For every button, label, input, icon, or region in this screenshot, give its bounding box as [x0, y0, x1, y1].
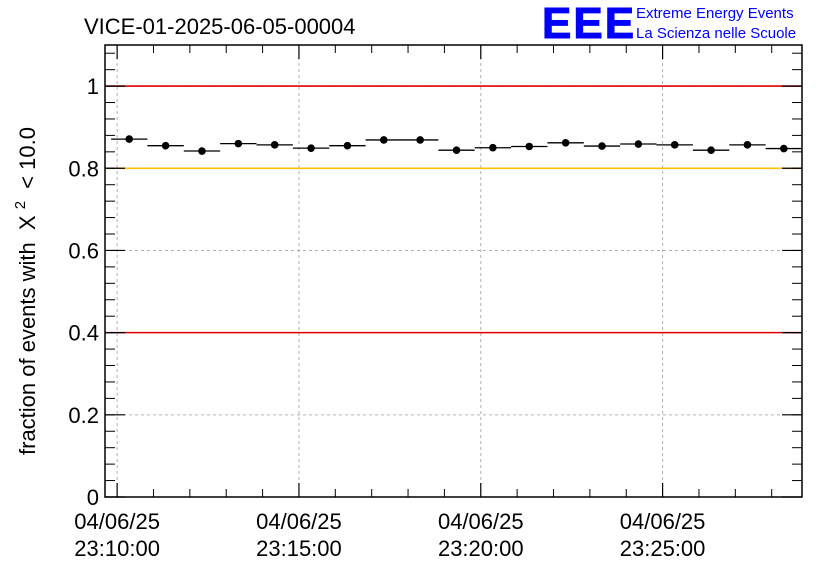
y-tick-label: 0.4: [68, 321, 99, 346]
grid: [105, 45, 802, 497]
y-tick-label: 0.8: [68, 156, 99, 181]
x-tick-label-date: 04/06/25: [256, 509, 342, 534]
axes: 00.20.40.60.8104/06/2523:10:0004/06/2523…: [68, 45, 802, 561]
data-point: [780, 144, 788, 153]
y-axis-label-symbol: X: [15, 215, 40, 230]
data-point: [452, 146, 461, 154]
data-point: [234, 139, 243, 148]
data-point: [161, 141, 170, 150]
data-point: [670, 141, 679, 149]
y-tick-label: 0.6: [68, 238, 99, 263]
data-point: [380, 136, 388, 144]
x-tick-label-time: 23:20:00: [438, 536, 524, 561]
x-tick-label-date: 04/06/25: [74, 509, 160, 534]
data-point: [307, 144, 315, 152]
data-point: [634, 140, 643, 148]
y-axis-label: fraction of events with X 2 < 10.0: [5, 127, 40, 455]
y-tick-label: 0.2: [68, 403, 99, 428]
logo-line-2: La Scienza nelle Scuole: [636, 25, 796, 42]
y-tick-label: 0: [87, 485, 99, 510]
y-axis-label-text: fraction of events with: [15, 242, 40, 455]
data-point: [598, 142, 606, 150]
data-point: [416, 136, 424, 144]
x-tick-label-date: 04/06/25: [438, 509, 524, 534]
y-tick-label: 1: [87, 74, 99, 99]
reference-lines: [105, 85, 802, 334]
data-point: [489, 143, 497, 152]
data-point: [561, 138, 570, 147]
x-tick-label-date: 04/06/25: [620, 509, 706, 534]
x-tick-label-time: 23:25:00: [620, 536, 706, 561]
plot-frame: [104, 44, 803, 498]
chart-title: VICE-01-2025-06-05-00004: [84, 14, 356, 39]
data-point: [270, 141, 279, 149]
x-tick-label-time: 23:10:00: [74, 536, 160, 561]
data-point: [525, 142, 534, 151]
data-point: [343, 141, 352, 150]
data-series: [111, 135, 802, 155]
eee-logo: EEE Extreme Energy Events La Scienza nel…: [542, 0, 797, 49]
data-point: [125, 135, 134, 143]
x-tick-label-time: 23:15:00: [256, 536, 342, 561]
y-axis-label-suffix: < 10.0: [15, 127, 40, 189]
y-axis-label-exponent: 2: [12, 201, 29, 209]
data-point: [707, 146, 715, 154]
svg-text:fraction of events with: fraction of events with X 2 < 10.0: [5, 127, 40, 455]
data-point: [198, 147, 206, 155]
logo-mark: EEE: [542, 0, 636, 48]
logo-line-1: Extreme Energy Events: [636, 5, 794, 22]
data-point: [743, 141, 752, 149]
